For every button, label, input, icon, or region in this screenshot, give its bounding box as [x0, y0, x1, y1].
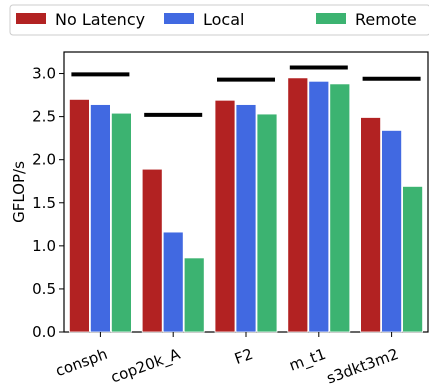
legend-label-no-latency: No Latency: [55, 10, 145, 29]
legend-swatch-no-latency: [16, 13, 46, 24]
bar-local-cop20k-a: [162, 231, 184, 333]
x-tick-label-cop20k-a: cop20k_A: [108, 345, 183, 388]
bar-local-f2: [235, 104, 257, 333]
x-tick-label-m-t1: m_t1: [287, 345, 329, 376]
y-tick-label: 2.0: [32, 151, 56, 169]
bar-no-latency-m-t1: [287, 77, 309, 333]
legend-label-local: Local: [203, 10, 244, 29]
y-tick-label: 1.0: [32, 237, 56, 255]
x-tick-label-f2: F2: [232, 345, 255, 368]
x-tick-label-consph: consph: [53, 345, 110, 380]
x-tick-label-s3dkt3m2: s3dkt3m2: [324, 345, 401, 388]
legend-swatch-remote: [316, 13, 346, 24]
legend-swatch-local: [164, 13, 194, 24]
y-tick-label: 0.5: [32, 280, 56, 298]
bar-local-s3dkt3m2: [381, 129, 403, 333]
legend-label-remote: Remote: [355, 10, 417, 29]
bar-remote-f2: [256, 113, 278, 333]
legend-frame: [9, 4, 429, 36]
bar-no-latency-consph: [69, 98, 90, 333]
legend: No Latency Local Remote: [16, 10, 417, 29]
bar-local-consph: [90, 104, 111, 333]
bar-remote-consph: [111, 112, 132, 333]
reference-lines: [71, 65, 421, 117]
bar-no-latency-cop20k-a: [141, 168, 163, 333]
bars-group: [69, 77, 424, 333]
y-axis-label: GFLOP/s: [10, 161, 28, 223]
y-tick-label: 3.0: [32, 65, 56, 83]
bar-no-latency-f2: [214, 99, 236, 333]
bar-no-latency-s3dkt3m2: [360, 117, 382, 333]
bar-remote-cop20k-a: [183, 257, 205, 333]
bar-remote-s3dkt3m2: [402, 185, 424, 333]
bar-remote-m-t1: [329, 83, 351, 333]
y-tick-label: 1.5: [32, 194, 56, 212]
bar-local-m-t1: [308, 80, 330, 333]
y-tick-label: 2.5: [32, 108, 56, 126]
y-tick-label: 0.0: [32, 323, 56, 341]
y-axis: 0.0 0.5 1.0 1.5 2.0 2.5 3.0: [32, 65, 64, 341]
